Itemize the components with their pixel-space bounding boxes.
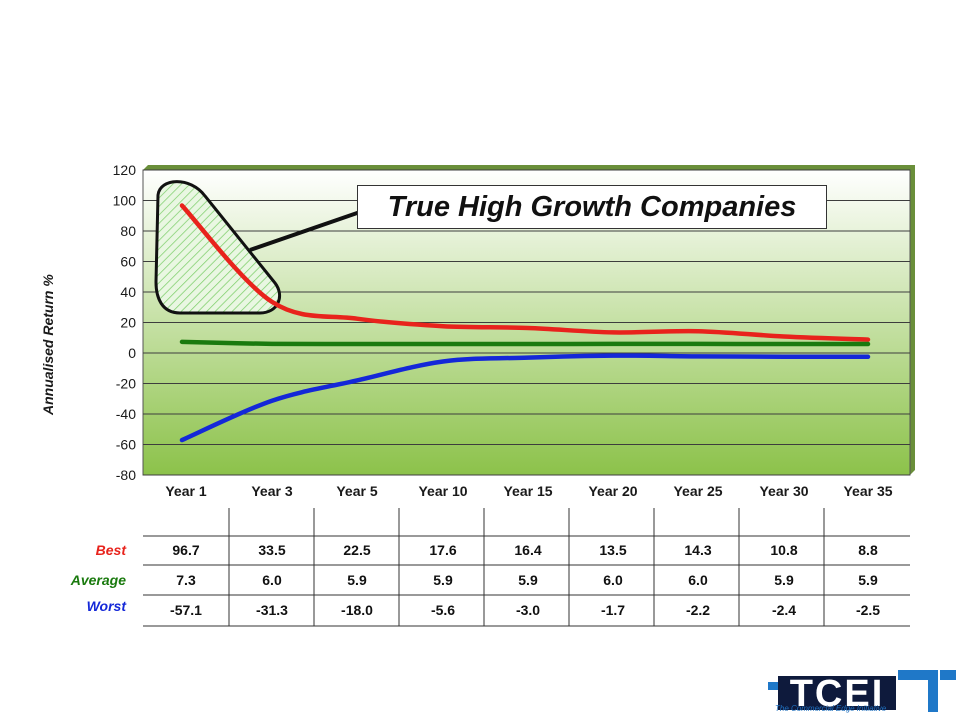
table-cell: 22.5 bbox=[343, 542, 371, 558]
series-line-average bbox=[179, 339, 871, 347]
y-tick-label: -40 bbox=[116, 406, 136, 422]
y-tick-label: 60 bbox=[120, 254, 136, 270]
table-cell: -5.6 bbox=[430, 602, 456, 618]
x-tick-label: Year 25 bbox=[673, 483, 722, 499]
x-tick-label: Year 3 bbox=[251, 483, 292, 499]
logo-tagline: The Commercial Edge Initiative bbox=[775, 704, 887, 713]
y-tick-label: -20 bbox=[116, 376, 136, 392]
series-line-worst bbox=[179, 353, 871, 443]
series-line-best bbox=[179, 203, 871, 342]
table-cell: 33.5 bbox=[258, 542, 286, 558]
table-cell: 14.3 bbox=[684, 542, 712, 558]
table-cell: 96.7 bbox=[172, 542, 200, 558]
y-tick-label: 100 bbox=[113, 193, 137, 209]
svg-text:TCEI: TCEI bbox=[790, 673, 885, 714]
y-tick-label: 80 bbox=[120, 223, 136, 239]
x-tick-label: Year 5 bbox=[336, 483, 377, 499]
table-cell: 5.9 bbox=[347, 572, 367, 588]
table-row-label-best: Best bbox=[95, 542, 126, 558]
table-cell: -3.0 bbox=[515, 602, 541, 618]
x-tick-label: Year 30 bbox=[759, 483, 808, 499]
table-cell: -18.0 bbox=[341, 602, 373, 618]
table-row-label-worst: Worst bbox=[86, 598, 126, 614]
table-cell: 17.6 bbox=[429, 542, 457, 558]
y-tick-label: -80 bbox=[116, 467, 136, 483]
x-tick-label: Year 15 bbox=[503, 483, 552, 499]
x-tick-label: Year 35 bbox=[843, 483, 892, 499]
x-tick-label: Year 1 bbox=[165, 483, 206, 499]
table-cell: 7.3 bbox=[176, 572, 196, 588]
chart-title: True High Growth Companies bbox=[357, 185, 827, 229]
tcei-logo: TCEI bbox=[768, 670, 956, 714]
table-cell: -2.2 bbox=[685, 602, 711, 618]
table-cell: 5.9 bbox=[858, 572, 878, 588]
y-tick-label: 40 bbox=[120, 284, 136, 300]
table-cell: -2.5 bbox=[855, 602, 881, 618]
x-tick-label: Year 10 bbox=[418, 483, 467, 499]
table-cell: -57.1 bbox=[170, 602, 202, 618]
y-tick-label: 0 bbox=[128, 345, 136, 361]
y-tick-label: 20 bbox=[120, 315, 136, 331]
callout-pointer bbox=[249, 210, 361, 252]
table-cell: 6.0 bbox=[603, 572, 623, 588]
y-axis-label: Annualised Return % bbox=[40, 274, 56, 415]
table-cell: 5.9 bbox=[518, 572, 538, 588]
table-cell: 13.5 bbox=[599, 542, 627, 558]
table-cell: 10.8 bbox=[770, 542, 798, 558]
table-cell: 16.4 bbox=[514, 542, 542, 558]
table-cell: -2.4 bbox=[771, 602, 797, 618]
x-tick-label: Year 20 bbox=[588, 483, 637, 499]
y-tick-label: -60 bbox=[116, 437, 136, 453]
table-cell: 8.8 bbox=[858, 542, 878, 558]
table-cell: 5.9 bbox=[774, 572, 794, 588]
table-cell: 6.0 bbox=[262, 572, 282, 588]
y-tick-label: 120 bbox=[113, 162, 137, 178]
table-cell: 5.9 bbox=[433, 572, 453, 588]
table-row-label-average: Average bbox=[70, 572, 126, 588]
table-cell: 6.0 bbox=[688, 572, 708, 588]
table-cell: -31.3 bbox=[256, 602, 288, 618]
table-cell: -1.7 bbox=[600, 602, 626, 618]
